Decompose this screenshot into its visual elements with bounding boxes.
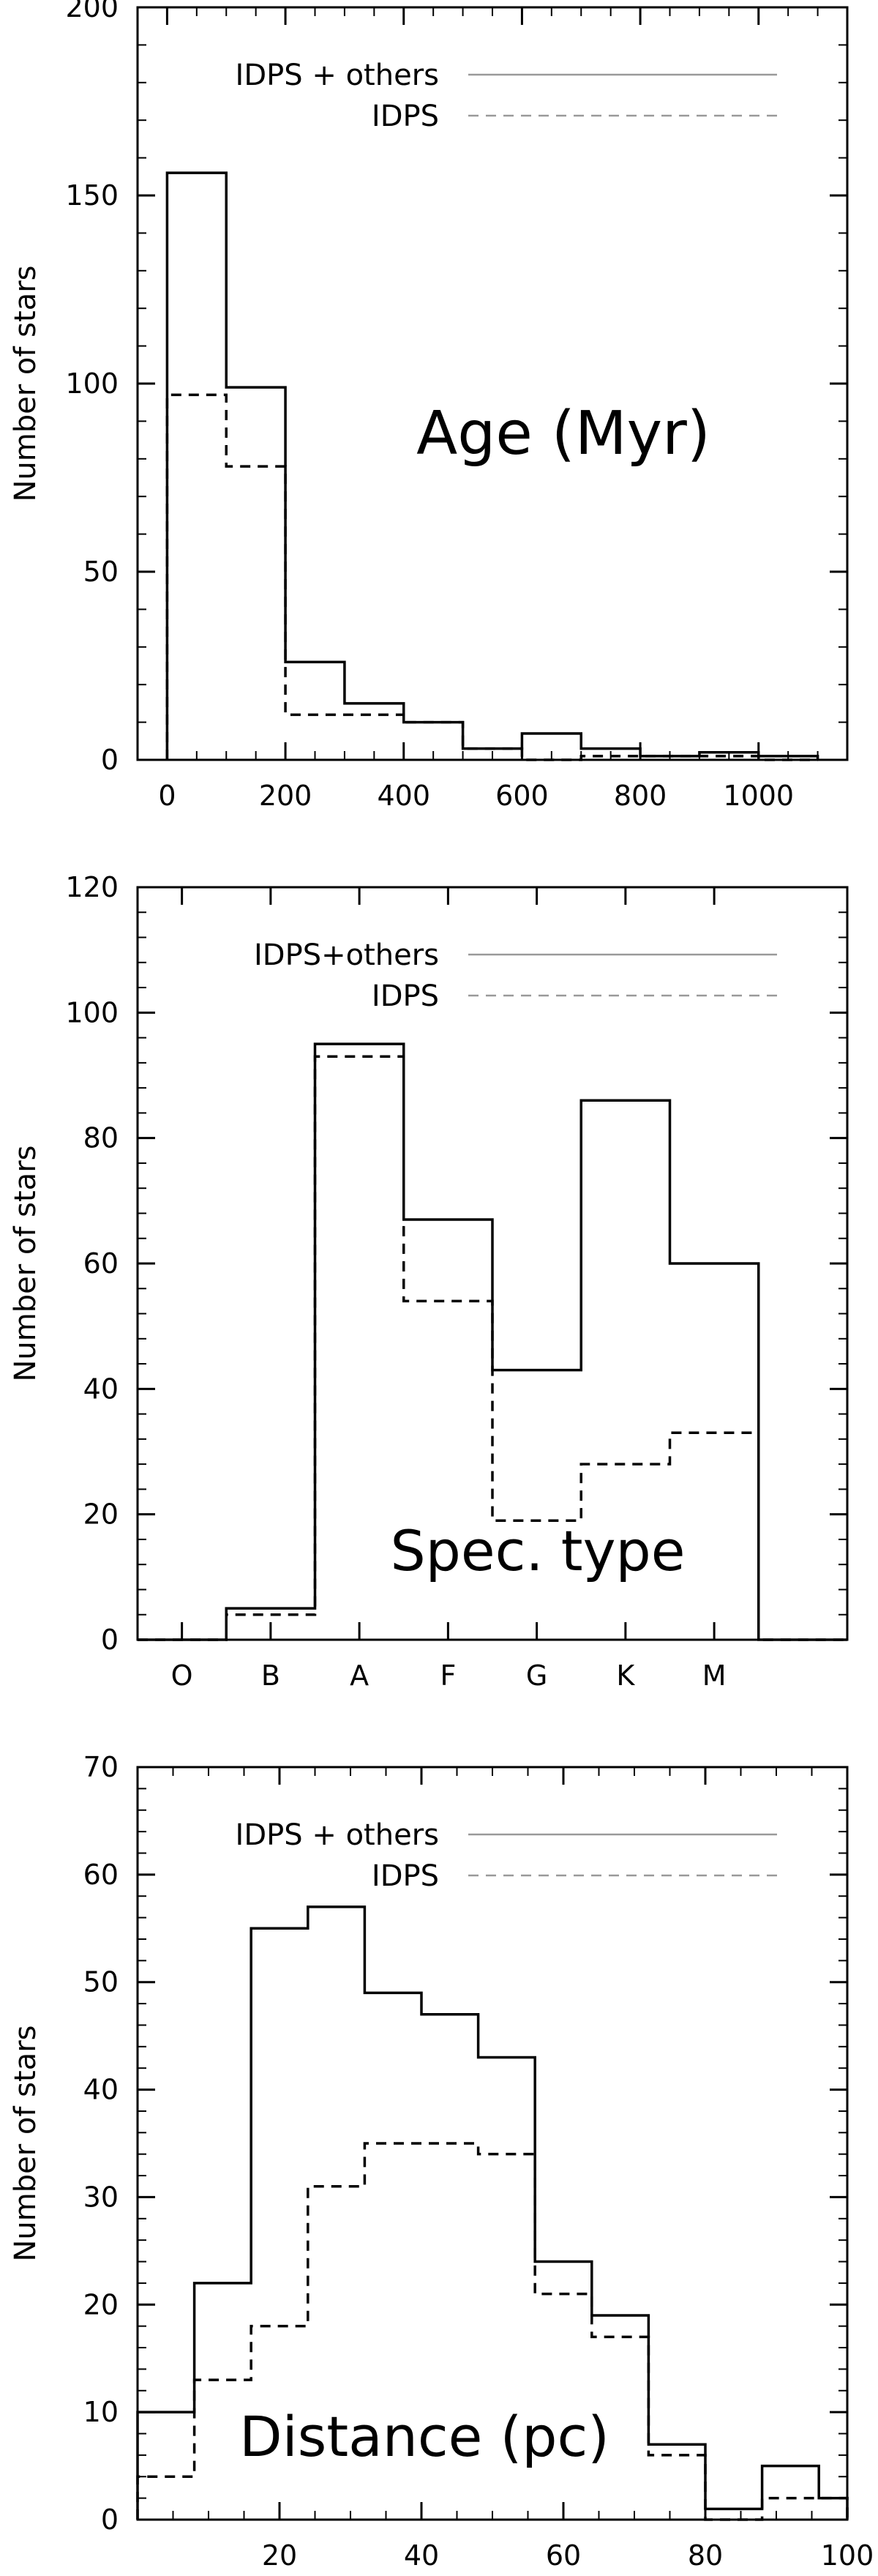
x-tick-label: 60 xyxy=(546,2539,581,2572)
plot-frame xyxy=(136,6,849,761)
y-axis-label: Number of stars xyxy=(9,1146,42,1382)
y-tick-label: 10 xyxy=(83,2396,119,2428)
y-tick-label: 60 xyxy=(83,1859,119,1891)
panel-annotation: Age (Myr) xyxy=(416,399,710,468)
y-tick-label: 50 xyxy=(83,556,119,588)
y-tick-label: 200 xyxy=(65,0,119,23)
y-tick-label: 30 xyxy=(83,2181,119,2213)
y-tick-label: 20 xyxy=(83,1498,119,1531)
x-tick-label: M xyxy=(702,1660,727,1692)
histogram-line-solid xyxy=(136,1905,849,2520)
y-axis-label: Number of stars xyxy=(9,2026,42,2262)
histogram-line-dashed xyxy=(165,393,818,761)
x-tick-label: A xyxy=(350,1660,369,1692)
legend-label-secondary: IDPS xyxy=(372,979,439,1013)
histogram-line-dashed xyxy=(136,2142,849,2521)
x-tick-label: G xyxy=(526,1660,547,1692)
legend-label-primary: IDPS + others xyxy=(236,1818,439,1852)
x-tick-label: 20 xyxy=(262,2539,297,2572)
histogram-line-dashed xyxy=(138,1055,847,1641)
y-tick-label: 50 xyxy=(83,1966,119,1998)
chart-panel-2: 0 20 40 60 80 100 120 O B A F G K M Number of stars IDP… xyxy=(9,871,849,1692)
y-tick-label: 120 xyxy=(65,871,119,903)
chart-panel-3: 0 10 20 30 40 50 60 70 20 40 60 80 100 Number of star… xyxy=(9,1751,874,2572)
y-axis-label: Number of stars xyxy=(9,266,42,502)
x-tick-label: F xyxy=(440,1660,456,1692)
panel-annotation: Spec. type xyxy=(390,1518,685,1583)
y-tick-label: 80 xyxy=(83,1122,119,1154)
y-tick-label: 20 xyxy=(83,2288,119,2321)
y-tick-label: 150 xyxy=(65,179,119,212)
x-tick-label: 40 xyxy=(404,2539,439,2572)
x-tick-label: 100 xyxy=(821,2539,874,2572)
x-tick-label: O xyxy=(171,1660,193,1692)
y-tick-label: 40 xyxy=(83,2074,119,2106)
legend-label-primary: IDPS+others xyxy=(254,938,439,972)
panel-annotation: Distance (pc) xyxy=(239,2404,609,2469)
y-tick-label: 60 xyxy=(83,1247,119,1280)
x-tick-label: 200 xyxy=(259,780,312,812)
legend-label-primary: IDPS + others xyxy=(236,59,439,92)
x-tick-label: 80 xyxy=(688,2539,723,2572)
legend-label-secondary: IDPS xyxy=(372,100,439,133)
chart-panel-1: 0 50 100 150 200 0 200 400 600 800 1000 Number of s… xyxy=(9,0,849,812)
y-tick-label: 100 xyxy=(65,367,119,400)
x-tick-label: 600 xyxy=(495,780,549,812)
legend-label-secondary: IDPS xyxy=(372,1859,439,1893)
y-tick-label: 70 xyxy=(83,1751,119,1783)
y-tick-label: 0 xyxy=(101,1624,119,1656)
x-tick-label: 0 xyxy=(158,780,176,812)
y-tick-label: 0 xyxy=(101,744,119,776)
x-tick-label: 1000 xyxy=(723,780,794,812)
histogram-line-solid xyxy=(138,1042,847,1641)
y-tick-label: 40 xyxy=(83,1373,119,1405)
y-tick-label: 100 xyxy=(65,996,119,1028)
x-tick-label: B xyxy=(261,1660,280,1692)
x-tick-label: 400 xyxy=(377,780,430,812)
x-tick-label: K xyxy=(616,1660,635,1692)
y-tick-label: 0 xyxy=(101,2504,119,2536)
x-tick-label: 800 xyxy=(614,780,667,812)
